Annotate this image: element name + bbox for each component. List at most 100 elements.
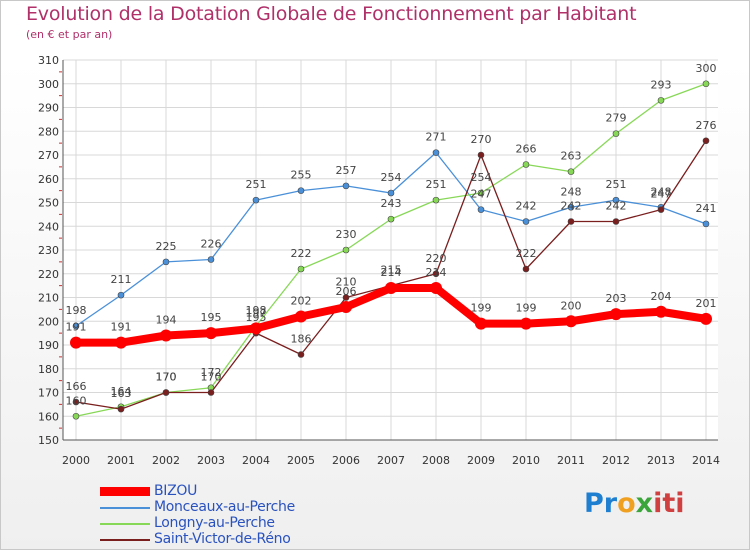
data-point-2 bbox=[387, 215, 395, 223]
x-tick-label: 2006 bbox=[332, 454, 360, 467]
data-point-2 bbox=[342, 246, 350, 254]
data-point-1 bbox=[477, 206, 485, 213]
data-point-0 bbox=[340, 301, 352, 313]
data-label-1: 247 bbox=[471, 188, 492, 201]
data-point-3 bbox=[702, 137, 710, 145]
data-label-2: 243 bbox=[381, 197, 402, 210]
data-label-3: 195 bbox=[246, 311, 267, 324]
x-tick-label: 2009 bbox=[467, 454, 495, 467]
chart-subtitle: (en € et par an) bbox=[26, 28, 113, 41]
x-tick-label: 2001 bbox=[107, 454, 135, 467]
data-label-3: 170 bbox=[156, 371, 177, 384]
data-point-1 bbox=[612, 196, 620, 204]
legend-swatch-bizou bbox=[100, 487, 150, 496]
data-point-0 bbox=[655, 305, 667, 318]
data-point-1 bbox=[117, 291, 125, 299]
data-point-2 bbox=[612, 130, 620, 137]
data-label-1: 241 bbox=[696, 202, 717, 215]
data-point-0 bbox=[475, 317, 487, 330]
y-tick-label: 160 bbox=[38, 410, 59, 423]
data-point-0 bbox=[430, 282, 442, 294]
data-point-1 bbox=[162, 258, 170, 266]
data-point-3 bbox=[342, 294, 350, 301]
data-point-2 bbox=[567, 168, 575, 175]
x-tick-label: 2012 bbox=[602, 454, 630, 467]
legend-swatch-monceaux bbox=[100, 507, 150, 509]
y-tick-label: 150 bbox=[38, 434, 59, 447]
data-label-2: 266 bbox=[516, 143, 537, 156]
data-point-3 bbox=[657, 206, 665, 213]
data-point-1 bbox=[252, 196, 260, 204]
data-point-3 bbox=[522, 265, 530, 273]
chart-title: Evolution de la Dotation Globale de Fonc… bbox=[26, 3, 637, 25]
y-tick-label: 220 bbox=[38, 268, 59, 281]
data-point-0 bbox=[70, 336, 82, 349]
data-label-3: 186 bbox=[291, 333, 312, 346]
data-point-3 bbox=[567, 218, 575, 225]
data-label-0: 199 bbox=[471, 302, 492, 315]
x-tick-label: 2005 bbox=[287, 454, 315, 467]
data-label-1: 251 bbox=[246, 178, 267, 191]
data-label-3: 242 bbox=[561, 200, 582, 213]
data-point-2 bbox=[297, 265, 305, 273]
data-label-1: 248 bbox=[651, 185, 672, 198]
legend-label-saint-victor: Saint-Victor-de-Réno bbox=[154, 531, 291, 547]
data-label-2: 300 bbox=[696, 62, 717, 75]
data-point-0 bbox=[700, 312, 712, 325]
data-label-0: 191 bbox=[111, 321, 132, 334]
data-label-2: 251 bbox=[426, 178, 447, 191]
data-point-3 bbox=[432, 270, 440, 278]
data-point-0 bbox=[205, 327, 217, 340]
legend-label-monceaux: Monceaux-au-Perche bbox=[154, 499, 295, 515]
y-tick-label: 190 bbox=[38, 339, 59, 352]
data-label-0: 201 bbox=[696, 297, 717, 310]
y-tick-label: 300 bbox=[38, 78, 59, 91]
data-point-1 bbox=[567, 203, 575, 211]
data-label-0: 203 bbox=[606, 292, 627, 305]
data-point-3 bbox=[72, 398, 80, 406]
data-label-1: 255 bbox=[291, 169, 312, 182]
data-point-3 bbox=[297, 351, 305, 358]
data-point-1 bbox=[207, 256, 215, 263]
data-label-3: 270 bbox=[471, 133, 492, 146]
legend-swatch-longny bbox=[100, 523, 150, 525]
data-label-3: 276 bbox=[696, 119, 717, 132]
data-point-1 bbox=[72, 322, 80, 330]
logo-part-3: x bbox=[635, 488, 654, 519]
data-label-2: 263 bbox=[561, 150, 582, 163]
y-tick-label: 210 bbox=[38, 292, 59, 305]
data-label-1: 226 bbox=[201, 238, 222, 251]
data-label-1: 271 bbox=[426, 131, 447, 144]
data-label-0: 195 bbox=[201, 311, 222, 324]
data-label-1: 251 bbox=[606, 178, 627, 191]
x-tick-label: 2010 bbox=[512, 454, 540, 467]
proxiti-logo: Proxiti bbox=[584, 488, 685, 519]
data-label-3: 163 bbox=[111, 387, 132, 400]
legend-swatch-saint-victor bbox=[100, 539, 150, 541]
data-label-1: 225 bbox=[156, 240, 177, 253]
data-label-3: 242 bbox=[606, 200, 627, 213]
data-label-1: 257 bbox=[336, 164, 357, 177]
data-label-2: 170 bbox=[156, 371, 177, 384]
y-tick-label: 240 bbox=[38, 220, 59, 233]
data-point-2 bbox=[432, 196, 440, 204]
data-label-0: 194 bbox=[156, 314, 177, 327]
data-point-2 bbox=[702, 80, 710, 88]
data-label-0: 197 bbox=[246, 306, 267, 319]
y-tick-label: 200 bbox=[38, 315, 59, 328]
y-tick-label: 310 bbox=[38, 54, 59, 67]
data-point-1 bbox=[342, 182, 350, 190]
data-point-1 bbox=[297, 187, 305, 194]
data-label-0: 199 bbox=[516, 302, 537, 315]
data-point-2 bbox=[477, 189, 485, 197]
x-tick-label: 2000 bbox=[62, 454, 90, 467]
data-label-3: 215 bbox=[381, 264, 402, 277]
logo-part-4: iti bbox=[653, 488, 685, 519]
data-point-2 bbox=[72, 412, 80, 420]
data-point-3 bbox=[162, 389, 170, 396]
data-point-0 bbox=[160, 329, 172, 342]
x-tick-label: 2014 bbox=[692, 454, 720, 467]
data-label-2: 279 bbox=[606, 112, 627, 125]
y-tick-label: 170 bbox=[38, 387, 59, 400]
x-tick-label: 2011 bbox=[557, 454, 585, 467]
